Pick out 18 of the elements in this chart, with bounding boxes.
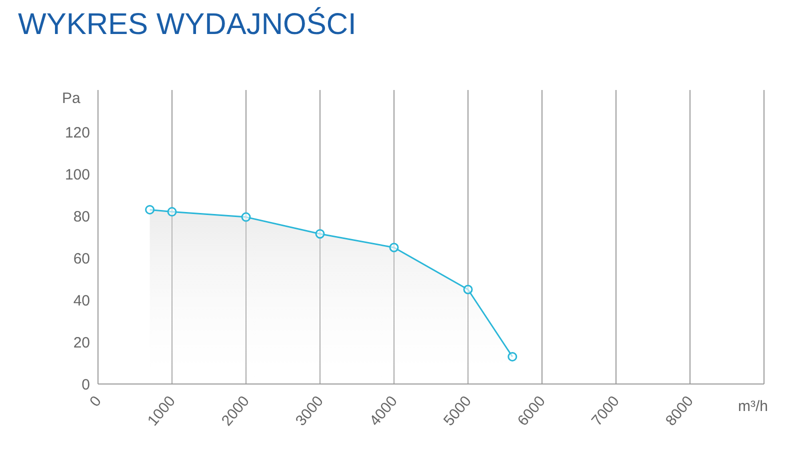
point [508, 352, 518, 362]
point [241, 212, 251, 222]
point [315, 229, 325, 239]
chart-title: WYKRES WYDAJNOŚCI [18, 8, 356, 42]
point [463, 284, 473, 294]
y-tick-label: 60 [73, 250, 90, 268]
y-tick-label: 80 [73, 208, 90, 226]
y-tick-label: 20 [73, 334, 90, 352]
x-tick-label: 0 [86, 392, 105, 410]
point [145, 204, 155, 214]
point [167, 207, 177, 217]
y-tick-label: 120 [64, 124, 90, 142]
y-tick-label: 40 [73, 292, 90, 310]
x-axis-title: m³/h [738, 398, 768, 415]
y-axis-title: Pa [62, 90, 80, 107]
point [389, 242, 399, 252]
y-tick-label: 0 [82, 376, 90, 394]
y-tick-label: 100 [64, 166, 90, 184]
